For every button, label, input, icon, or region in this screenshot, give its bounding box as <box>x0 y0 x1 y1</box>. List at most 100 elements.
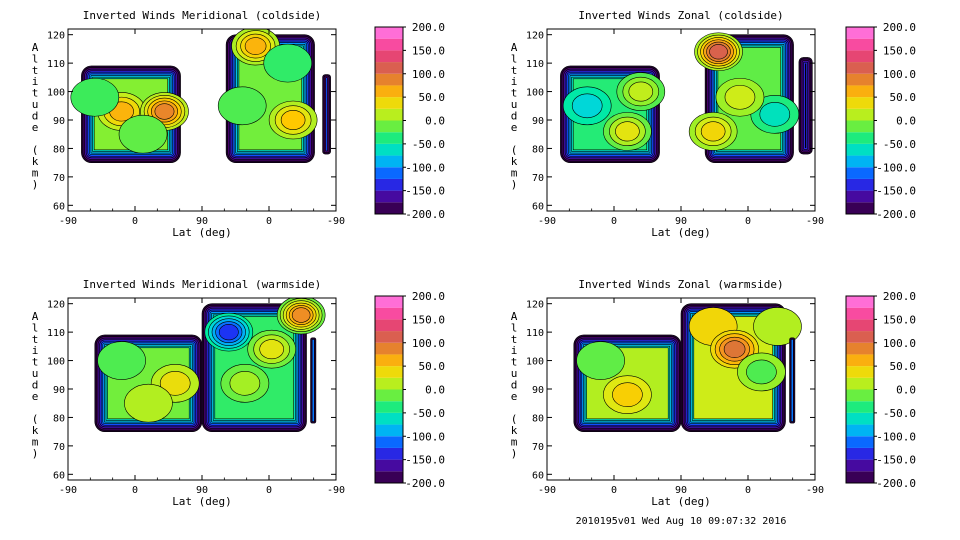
data-region <box>201 298 326 432</box>
contour-blob <box>263 43 313 83</box>
colorbar-segment <box>846 412 874 425</box>
data-region <box>560 65 666 163</box>
colorbar-segment <box>375 412 403 425</box>
colorbar-segment <box>375 85 403 98</box>
colorbar-segment <box>375 366 403 378</box>
x-tick-label: -90 <box>538 216 556 227</box>
x-tick-label: -90 <box>59 216 77 227</box>
colorbar-segment <box>846 50 874 63</box>
colorbar-segment <box>846 389 874 402</box>
contour-blob <box>280 110 306 130</box>
colorbar-segment <box>375 202 403 214</box>
colorbar-tick-label: -50.0 <box>883 138 916 151</box>
colorbar-tick-label: 200.0 <box>412 290 445 303</box>
footer-timestamp: 2010195v01 Wed Aug 10 09:07:32 2016 <box>576 516 787 527</box>
colorbar-segment <box>375 389 403 402</box>
chart-title: Inverted Winds Zonal (coldside) <box>578 9 783 22</box>
x-tick-label: -90 <box>806 485 824 496</box>
colorbar-tick-label: -50.0 <box>412 138 445 151</box>
colorbar-segment <box>846 424 874 437</box>
colorbar-segment <box>846 354 874 367</box>
y-tick-label: 60 <box>53 470 65 481</box>
x-axis-label: Lat (deg) <box>651 495 711 508</box>
x-tick-label: 0 <box>132 485 138 496</box>
data-region <box>798 57 813 155</box>
data-region <box>322 74 331 155</box>
colorbar-tick-label: 0.0 <box>425 384 445 397</box>
data-region <box>217 29 318 163</box>
colorbar-segment <box>846 38 874 51</box>
y-tick-label: 110 <box>47 328 65 339</box>
contour-blob <box>218 324 239 341</box>
contour-blob <box>615 121 640 142</box>
colorbar-segment <box>375 436 403 448</box>
x-tick-label: 0 <box>132 216 138 227</box>
colorbar-segment <box>375 296 403 308</box>
y-tick-label: 120 <box>47 300 65 311</box>
colorbar-segment <box>846 85 874 98</box>
x-tick-label: -90 <box>806 216 824 227</box>
y-tick-label: 110 <box>526 328 544 339</box>
x-axis-label: Lat (deg) <box>651 226 711 239</box>
colorbar-tick-label: 150.0 <box>412 313 445 326</box>
x-tick-label: 0 <box>745 216 751 227</box>
y-tick-label: 60 <box>53 201 65 212</box>
chart-panel-4: Inverted Winds Zonal (warmside) -90 0 90 0 -9… <box>511 278 916 508</box>
contour-blob <box>70 77 120 117</box>
chart-title: Inverted Winds Meridional (coldside) <box>83 9 321 22</box>
y-tick-label: 60 <box>532 201 544 212</box>
colorbar-segment <box>846 97 874 109</box>
x-axis-label: Lat (deg) <box>172 226 232 239</box>
colorbar-segment <box>375 471 403 483</box>
colorbar-segment <box>375 62 403 74</box>
chart-panel-3: Inverted Winds Meridional (warmside) -90 0… <box>32 278 445 508</box>
colorbar-tick-label: 100.0 <box>412 337 445 350</box>
y-tick-label: 120 <box>526 300 544 311</box>
contour-blob <box>571 93 603 119</box>
y-tick-label: 80 <box>53 413 65 424</box>
colorbar-segment <box>846 471 874 483</box>
colorbar-segment <box>375 155 403 168</box>
contour-fill <box>325 77 328 152</box>
colorbar-segment <box>375 401 403 413</box>
y-tick-label: 120 <box>47 31 65 42</box>
contour-blob <box>759 102 791 127</box>
contour-blob <box>746 359 777 385</box>
colorbar-segment <box>846 447 874 460</box>
y-tick-label: 70 <box>53 442 65 453</box>
colorbar-segment <box>846 108 874 121</box>
colorbar-tick-label: -150.0 <box>405 185 445 198</box>
colorbar-segment <box>375 459 403 472</box>
colorbar-segment <box>375 319 403 332</box>
colorbar-segment <box>846 296 874 308</box>
contour-blob <box>723 340 746 358</box>
contour-blob <box>97 341 146 380</box>
y-tick-label: 100 <box>47 88 65 99</box>
y-tick-label: 100 <box>526 88 544 99</box>
colorbar-segment <box>375 143 403 156</box>
x-tick-label: 0 <box>266 216 272 227</box>
x-tick-label: 0 <box>266 485 272 496</box>
colorbar-tick-label: -100.0 <box>876 430 916 443</box>
colorbar-segment <box>846 143 874 156</box>
y-tick-label: 100 <box>47 357 65 368</box>
colorbar-segment <box>846 319 874 332</box>
colorbar-segment <box>846 62 874 74</box>
y-tick-label: 80 <box>532 144 544 155</box>
colorbar-segment <box>846 331 874 343</box>
colorbar-segment <box>375 108 403 121</box>
colorbar-tick-label: 150.0 <box>412 44 445 57</box>
x-tick-label: -90 <box>327 216 345 227</box>
x-tick-label: 90 <box>675 216 687 227</box>
colorbar-segment <box>375 27 403 39</box>
contour-blob <box>291 307 311 323</box>
contour-blob <box>124 383 173 423</box>
x-tick-label: 0 <box>611 216 617 227</box>
colorbar-segment <box>846 366 874 378</box>
data-region <box>94 334 203 432</box>
y-tick-label: 90 <box>532 116 544 127</box>
colorbar-tick-label: -50.0 <box>412 407 445 420</box>
contour-blob <box>576 341 625 380</box>
